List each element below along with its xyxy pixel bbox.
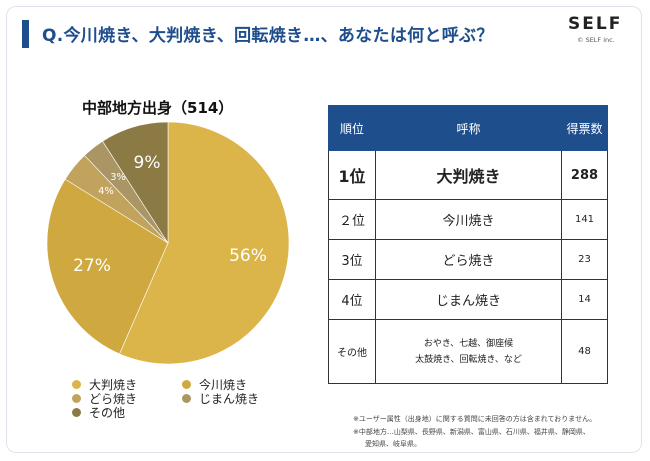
legend-item: 今川焼き: [182, 376, 247, 393]
legend-swatch: [182, 380, 191, 389]
footnote-2: ※中部地方…山梨県、長野県、新潟県、富山県、石川県、福井県、静岡県、: [353, 428, 590, 436]
legend-item: どら焼き: [72, 390, 137, 407]
pie-slice-label: 3%: [110, 172, 126, 183]
name-cell: じまん焼き: [375, 279, 562, 321]
card-frame: [6, 6, 642, 453]
legend-item: 大判焼き: [72, 376, 137, 393]
table-row: 1位 大判焼き 288: [328, 149, 608, 201]
pie-slice-label: 9%: [134, 153, 161, 173]
other-names-line2: 太鼓焼き、回転焼き、など: [415, 354, 522, 365]
name-cell: 大判焼き: [375, 149, 562, 201]
legend-swatch: [182, 394, 191, 403]
legend-label: その他: [89, 406, 126, 420]
rank-cell: ２位: [328, 199, 376, 241]
name-cell: おやき、七越、御座候 太鼓焼き、回転焼き、など: [375, 319, 562, 384]
chart-title: 中部地方出身（514）: [82, 99, 234, 117]
votes-cell: 141: [561, 199, 608, 241]
rank-cell: その他: [328, 319, 376, 384]
pie-slice: [46, 178, 169, 355]
header-votes: 得票数: [561, 105, 608, 151]
pie-slice: [119, 121, 290, 365]
pie-slice: [102, 121, 169, 245]
rank-cell: 3位: [328, 239, 376, 281]
name-cell: 今川焼き: [375, 199, 562, 241]
brand-logo: SELF: [568, 14, 623, 34]
question-title: Q.今川焼き、大判焼き、回転焼き…、あなたは何と呼ぶ？: [42, 26, 494, 46]
pie-slice-label: 4%: [98, 186, 114, 197]
legend-label: 今川焼き: [199, 378, 248, 392]
legend-label: じまん焼き: [199, 392, 260, 406]
ranking-table: 順位 呼称 得票数 1位 大判焼き 288 ２位 今川焼き 141 3位 どら焼…: [328, 105, 608, 384]
name-cell: どら焼き: [375, 239, 562, 281]
table-row: 3位 どら焼き 23: [328, 239, 608, 281]
rank-cell: 4位: [328, 279, 376, 321]
legend-item: じまん焼き: [182, 390, 259, 407]
header-name: 呼称: [375, 105, 562, 151]
legend-swatch: [72, 408, 81, 417]
votes-cell: 23: [561, 239, 608, 281]
other-names-line1: おやき、七越、御座候: [423, 338, 514, 349]
rank-cell: 1位: [328, 149, 376, 201]
legend-item: その他: [72, 404, 125, 421]
brand-copyright: © SELF inc.: [577, 36, 615, 44]
legend-swatch: [72, 380, 81, 389]
legend-label: 大判焼き: [89, 378, 138, 392]
table-row: その他 おやき、七越、御座候 太鼓焼き、回転焼き、など 48: [328, 319, 608, 384]
footnote-3: 愛知県、岐阜県。: [365, 440, 421, 448]
pie-slice-label: 27%: [73, 256, 111, 276]
votes-cell: 14: [561, 279, 608, 321]
legend-label: どら焼き: [89, 392, 138, 406]
table-row: ２位 今川焼き 141: [328, 199, 608, 241]
votes-cell: 288: [561, 149, 608, 201]
footnote-1: ※ユーザー属性（出身地）に関する質問に未回答の方は含まれておりません。: [353, 415, 597, 423]
legend-swatch: [72, 394, 81, 403]
title-accent-bar: [22, 20, 29, 48]
table-row: 4位 じまん焼き 14: [328, 279, 608, 321]
pie-slice-label: 56%: [229, 246, 267, 266]
votes-cell: 48: [561, 319, 608, 384]
header-rank: 順位: [328, 105, 376, 151]
